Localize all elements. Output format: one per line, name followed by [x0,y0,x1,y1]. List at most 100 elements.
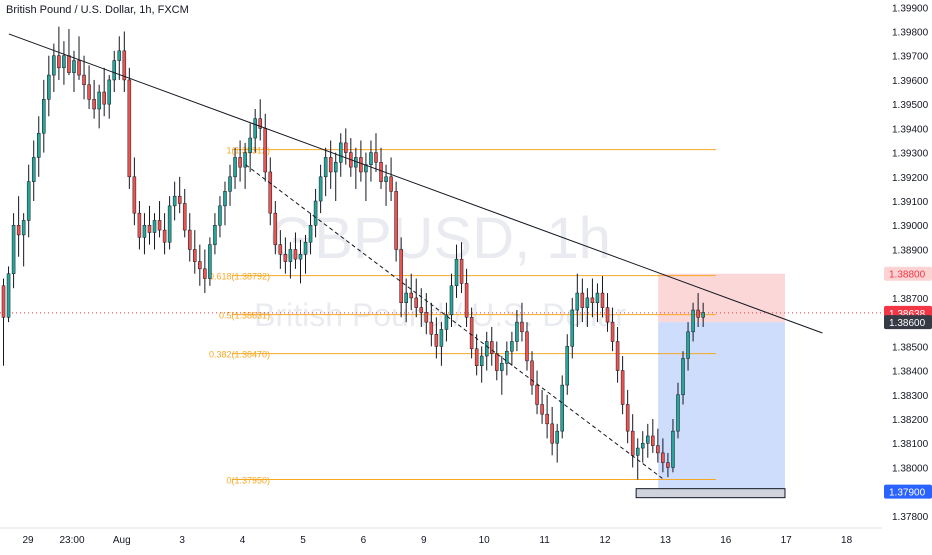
candle-body [691,309,695,333]
candle-body [540,404,544,415]
candle-body [16,224,21,236]
y-tick-label: 1.39600 [892,76,929,87]
candle-body [47,74,51,100]
x-tick-label: 29 [22,535,34,546]
candle-body [52,55,56,76]
candle-body [394,191,398,250]
candle-body [92,99,96,110]
y-tick-label: 1.39200 [892,173,929,184]
y-tick-label: 1.39500 [892,100,929,111]
candle-body [464,283,469,318]
candle-body [228,176,232,192]
candle-body [671,430,675,468]
candle-body [661,452,665,463]
price-badge [884,315,932,330]
trendline[interactable] [8,33,823,334]
candle-body [429,321,434,335]
candle-body [696,309,700,318]
candle-body [610,321,615,342]
candle-body [268,171,273,214]
y-tick-label: 1.38400 [892,367,929,378]
candle-body [505,350,509,364]
candle-body [187,229,192,250]
position-handle[interactable] [635,488,786,499]
fib-level-label: 0.382(1.38470) [209,350,270,360]
candle-body [112,60,117,81]
candle-body [444,314,449,330]
candle-body [62,55,66,69]
y-tick-label: 1.38300 [892,391,929,402]
candle-body [379,162,383,182]
candle-body [389,176,393,192]
candle-body [253,118,257,139]
candle-body [344,142,348,153]
candle-body [142,224,147,238]
stop-loss-zone[interactable] [658,273,785,323]
candle-body [510,341,514,352]
candle-body [449,285,454,316]
candle-body [11,224,16,274]
candle-body [681,358,685,396]
y-tick-label: 1.39300 [892,149,929,160]
candle-body [409,292,413,299]
fib-level-label: 0(1.37950) [226,476,270,486]
candle-body [479,355,484,366]
candle-body [218,205,222,226]
x-tick-label: 16 [720,535,732,546]
candle-body [283,254,288,262]
dashed-projection-line[interactable] [245,164,663,479]
price-badge [884,266,932,281]
candle-body [147,224,152,233]
candle-body [525,331,529,362]
candle-body [258,118,262,129]
candle-body [454,258,459,287]
candle-body [31,157,36,182]
y-tick-label: 1.38900 [892,245,929,256]
candle-body [701,312,705,318]
candle-body [273,212,278,245]
candle-body [424,312,429,323]
candle-body [117,50,122,61]
candle-body [459,258,464,284]
candle-body [484,341,489,357]
candle-body [233,157,237,178]
candle-body [469,317,474,350]
candle-body [474,348,479,366]
y-tick-label: 1.39900 [892,3,929,14]
candle-body [565,346,570,386]
candle-body [489,341,494,354]
candle-body [67,55,71,73]
candle-body [243,152,247,168]
candle-body [57,55,61,69]
candle-body [193,249,197,262]
candle-body [1,285,6,318]
candle-body [419,307,424,313]
candle-body [520,321,524,333]
watermark-symbol: GBPUSD, 1h [269,206,611,271]
x-tick-label: 6 [361,535,367,546]
candle-body [6,273,11,318]
candle-body [122,50,127,81]
candle-body [495,353,499,371]
x-tick-label: 11 [539,535,550,546]
candle-body [570,309,575,347]
candle-body [615,341,620,371]
candle-body [585,297,590,308]
candle-body [439,329,444,347]
y-tick-label: 1.38100 [892,439,929,450]
candle-body [530,360,534,386]
y-tick-label: 1.39400 [892,124,929,135]
candle-body [152,220,157,233]
candle-body [369,152,373,165]
candle-body [203,268,207,279]
candle-body [399,249,403,304]
candle-body [72,60,76,73]
candle-body [87,84,91,100]
candle-body [102,91,106,105]
candle-body [82,74,86,86]
candle-body [213,224,217,245]
x-tick-label: 12 [599,535,611,546]
candle-body [208,244,212,279]
fib-level-label: 1(1.39312) [226,146,270,156]
